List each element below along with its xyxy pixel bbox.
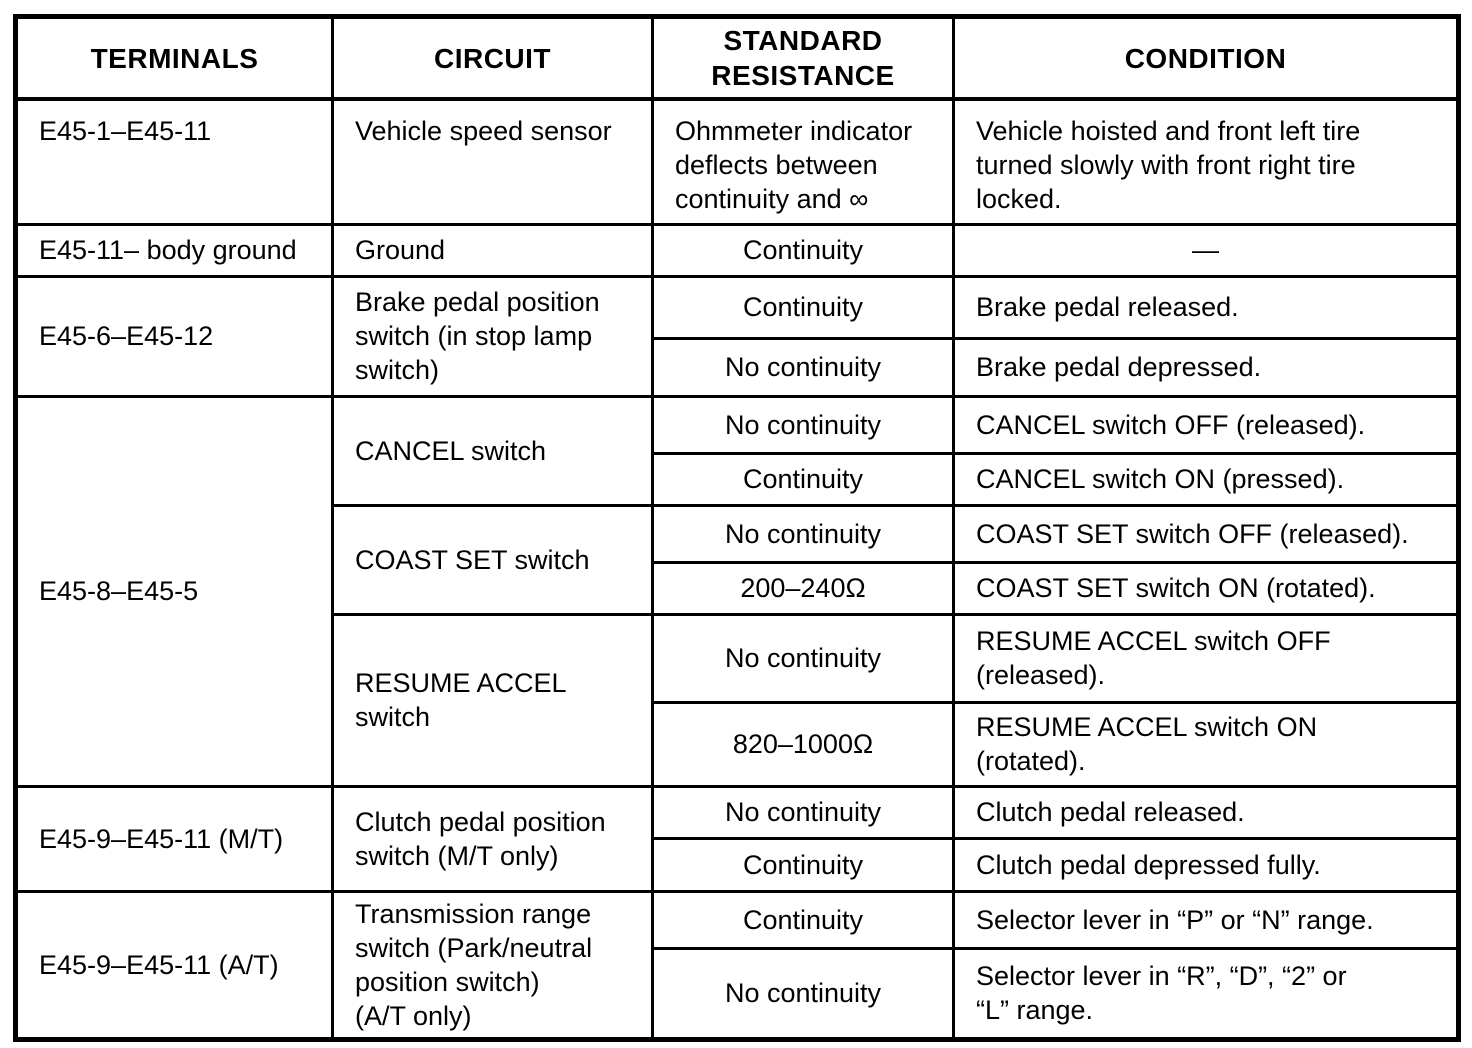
speed-terminals-cell: E45-1–E45-11 bbox=[14, 97, 334, 226]
clutch-terminals-cell: E45-9–E45-11 (M/T) bbox=[14, 784, 334, 893]
trans-terminals-cell: E45-9–E45-11 (A/T) bbox=[14, 889, 334, 1041]
trans-condition-pn-cell: Selector lever in “P” or “N” range. bbox=[952, 889, 1460, 951]
coast-set-condition-on-cell: COAST SET switch ON (rotated). bbox=[952, 560, 1460, 616]
trans-resistance-pn-cell: Continuity bbox=[651, 889, 955, 951]
transmission-range-switch-row-pn: E45-9–E45-11 (A/T) Transmission range sw… bbox=[14, 889, 1460, 1041]
cancel-switch-row-on: Continuity CANCEL switch ON (pressed). bbox=[16, 451, 1460, 507]
resume-accel-resistance-on-cell: 820–1000Ω bbox=[651, 700, 955, 788]
cancel-switch-row-off: E45-8–E45-5 CANCEL switch No continuity … bbox=[14, 394, 1460, 788]
coast-set-switch-row-off: COAST SET switch No continuity COAST SET… bbox=[16, 503, 1460, 616]
transmission-range-switch-row-rd2l: No continuity Selector lever in “R”, “D”… bbox=[16, 947, 1460, 1041]
brake-terminals-cell: E45-6–E45-12 bbox=[14, 274, 334, 398]
resume-accel-condition-off-cell: RESUME ACCEL switch OFF (released). bbox=[952, 612, 1460, 704]
brake-circuit-cell: Brake pedal position switch (in stop lam… bbox=[331, 274, 654, 398]
resume-accel-switch-row-off: RESUME ACCEL switch No continuity RESUME… bbox=[16, 612, 1460, 788]
trans-circuit-cell: Transmission range switch (Park/neutral … bbox=[331, 889, 654, 1041]
resume-accel-resistance-off-cell: No continuity bbox=[651, 612, 955, 704]
ground-resistance-cell: Continuity bbox=[651, 222, 955, 278]
resume-accel-condition-on-cell: RESUME ACCEL switch ON (rotated). bbox=[952, 700, 1460, 788]
speed-resistance-cell: Ohmmeter indicator deflects between cont… bbox=[651, 97, 955, 226]
ground-condition-cell: — bbox=[952, 222, 1460, 278]
coast-set-resistance-off-cell: No continuity bbox=[651, 503, 955, 564]
coast-set-switch-row-on: 200–240Ω COAST SET switch ON (rotated). bbox=[16, 560, 1460, 616]
clutch-resistance-depressed-cell: Continuity bbox=[651, 836, 955, 893]
standard-resistance-column-header: STANDARD RESISTANCE bbox=[651, 15, 955, 101]
terminal-resistance-spec-table: TERMINALS CIRCUIT STANDARD RESISTANCE CO… bbox=[13, 14, 1461, 1042]
condition-column-header: CONDITION bbox=[952, 15, 1460, 101]
coast-set-resistance-on-cell: 200–240Ω bbox=[651, 560, 955, 616]
trans-condition-rd2l-cell: Selector lever in “R”, “D”, “2” or “L” r… bbox=[952, 947, 1460, 1041]
header-row: TERMINALS CIRCUIT STANDARD RESISTANCE CO… bbox=[14, 15, 1460, 101]
brake-switch-row-depressed: No continuity Brake pedal depressed. bbox=[16, 336, 1460, 398]
cancel-resistance-on-cell: Continuity bbox=[651, 451, 955, 507]
cruise-terminals-cell: E45-8–E45-5 bbox=[14, 394, 334, 788]
coast-set-condition-off-cell: COAST SET switch OFF (released). bbox=[952, 503, 1460, 564]
speed-condition-cell: Vehicle hoisted and front left tire turn… bbox=[952, 97, 1460, 226]
coast-set-circuit-cell: COAST SET switch bbox=[331, 503, 654, 616]
ground-row: E45-11– body ground Ground Continuity — bbox=[14, 222, 1460, 278]
terminals-column-header: TERMINALS bbox=[14, 15, 334, 101]
brake-condition-released-cell: Brake pedal released. bbox=[952, 274, 1460, 340]
brake-resistance-released-cell: Continuity bbox=[651, 274, 955, 340]
trans-resistance-rd2l-cell: No continuity bbox=[651, 947, 955, 1041]
clutch-condition-released-cell: Clutch pedal released. bbox=[952, 784, 1460, 840]
resume-accel-switch-row-on: 820–1000Ω RESUME ACCEL switch ON (rotate… bbox=[16, 700, 1460, 788]
brake-switch-row-released: E45-6–E45-12 Brake pedal position switch… bbox=[14, 274, 1460, 398]
ground-circuit-cell: Ground bbox=[331, 222, 654, 278]
ground-terminals-cell: E45-11– body ground bbox=[14, 222, 334, 278]
clutch-resistance-released-cell: No continuity bbox=[651, 784, 955, 840]
brake-resistance-depressed-cell: No continuity bbox=[651, 336, 955, 398]
resume-accel-circuit-cell: RESUME ACCEL switch bbox=[331, 612, 654, 788]
circuit-column-header: CIRCUIT bbox=[331, 15, 654, 101]
clutch-switch-row-depressed: Continuity Clutch pedal depressed fully. bbox=[16, 836, 1460, 893]
cancel-condition-on-cell: CANCEL switch ON (pressed). bbox=[952, 451, 1460, 507]
clutch-circuit-cell: Clutch pedal position switch (M/T only) bbox=[331, 784, 654, 893]
vehicle-speed-sensor-row: E45-1–E45-11 Vehicle speed sensor Ohmmet… bbox=[14, 97, 1460, 226]
brake-condition-depressed-cell: Brake pedal depressed. bbox=[952, 336, 1460, 398]
clutch-switch-row-released: E45-9–E45-11 (M/T) Clutch pedal position… bbox=[14, 784, 1460, 893]
cancel-resistance-off-cell: No continuity bbox=[651, 394, 955, 455]
cancel-circuit-cell: CANCEL switch bbox=[331, 394, 654, 507]
cancel-condition-off-cell: CANCEL switch OFF (released). bbox=[952, 394, 1460, 455]
clutch-condition-depressed-cell: Clutch pedal depressed fully. bbox=[952, 836, 1460, 893]
speed-circuit-cell: Vehicle speed sensor bbox=[331, 97, 654, 226]
